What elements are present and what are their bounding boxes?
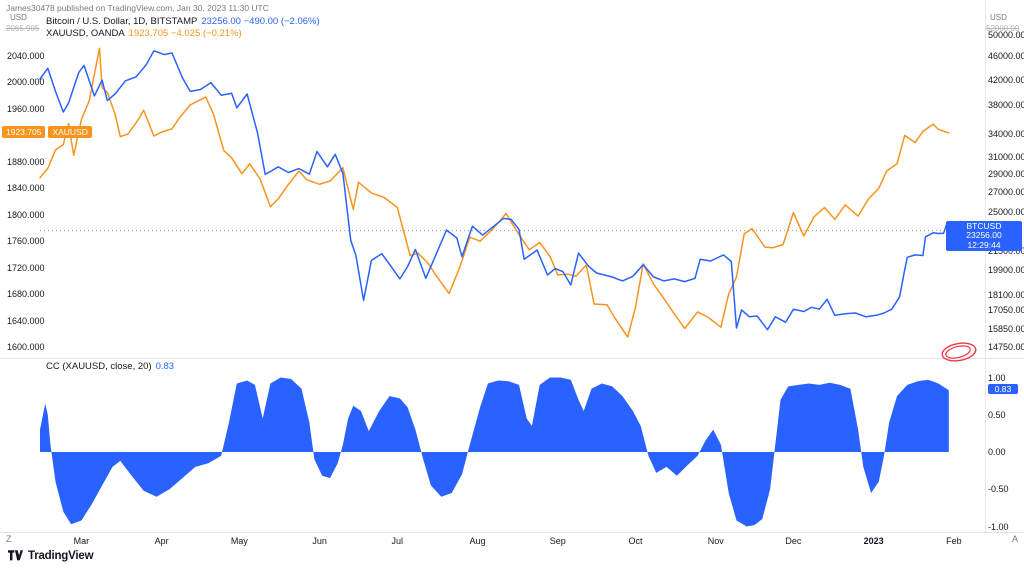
correlation-area-series [40,377,949,527]
left-price-scale[interactable]: 2040.0002000.0001960.0001920.0001880.000… [7,0,45,532]
x-axis-tick-label: Sep [549,536,566,546]
cc-value-badge: 0.83 [988,384,1018,395]
left-axis-tick-label: 1800.000 [7,209,45,220]
right-axis-tick-label: 29000.00 [988,169,1024,180]
left-scale-unit-label: USD [10,13,27,22]
bottom-right-hint: A [1012,534,1019,544]
right-axis-tick-label: 50000.00 [988,30,1024,40]
x-axis-tick-label: Apr [154,536,169,546]
btcusd-price-badge-line: BTCUSD 23256.00 [966,220,1002,241]
right-axis-tick-label: 46000.00 [988,51,1024,62]
btcusd-symbol-description[interactable]: Bitcoin / U.S. Dollar, 1D, BITSTAMP [46,16,198,27]
right-axis-tick-label: 25000.00 [988,207,1024,218]
red-circle-annotation [941,342,977,362]
x-axis-tick-label: Oct [628,536,643,546]
right-axis-tick-label: 27000.00 [988,187,1024,198]
cc-axis-tick-label: -1.00 [988,521,1009,532]
btcusd-line-series [39,50,950,331]
xauusd-price-badge: 1923.705 [2,126,46,139]
cc-axis-tick-label: 0.00 [988,447,1006,457]
tradingview-logo-icon [8,550,23,561]
right-axis-tick-label: 14750.00 [988,342,1024,352]
xauusd-ohlc-values: 1923.705 −4.025 (−0.21%) [128,27,242,39]
left-scale-top-struck-value: 2065.905 [6,24,40,33]
left-axis-tick-label: 1840.000 [7,183,45,194]
x-axis-tick-label: Aug [469,536,486,546]
x-axis-tick-label: Jul [391,536,404,546]
btcusd-candle-countdown: 12:29:44 [967,239,1001,250]
right-axis-tick-label: 31000.00 [988,152,1024,163]
bottom-left-hint: Z [6,534,12,544]
cc-axis-tick-label: 0.50 [988,409,1006,420]
right-scale-unit-label: USD [990,13,1007,22]
x-axis-tick-label: May [230,536,248,546]
left-axis-tick-label: 1760.000 [7,236,45,247]
published-attribution: James30478 published on TradingView.com,… [6,3,269,13]
xauusd-line-series [39,47,950,338]
right-axis-tick-label: 15850.00 [988,323,1024,334]
right-scale-top-struck-value: 52000.00 [986,24,1020,33]
x-axis-tick-label: Dec [785,536,802,546]
btcusd-ohlc-values: 23256.00 −490.00 (−2.06%) [201,16,320,27]
left-axis-tick-label: 1720.000 [7,262,45,273]
footer-brand[interactable]: TradingView [8,549,94,562]
legend-row-btcusd[interactable]: Bitcoin / U.S. Dollar, 1D, BITSTAMP 23256… [46,16,320,28]
cc-axis-tick-label: 1.00 [988,372,1006,383]
tradingview-wordmark: TradingView [28,549,94,562]
x-axis-tick-label: Mar [73,536,90,546]
right-axis-tick-label: 17050.00 [988,304,1024,315]
xauusd-symbol-tag: XAUUSD [48,126,92,139]
x-axis-tick-label: Feb [946,536,962,546]
left-axis-tick-label: 1960.000 [7,103,45,114]
left-axis-tick-label: 1640.000 [7,315,45,326]
left-axis-tick-label: 2040.000 [7,51,45,61]
left-axis-tick-label: 1680.000 [7,289,45,300]
xauusd-price-label-row: 1923.705 XAUUSD [2,126,92,139]
right-axis-tick-label: 18100.00 [988,289,1024,300]
cc-axis-tick-label: -0.50 [988,484,1009,495]
main-pane-legend: Bitcoin / U.S. Dollar, 1D, BITSTAMP 23256… [46,16,320,39]
correlation-pane-legend: CC (XAUUSD, close, 20) 0.83 [46,361,174,373]
left-axis-tick-label: 1880.000 [7,156,45,167]
x-axis-tick-label: Nov [707,536,724,546]
x-axis-tick-label: 2023 [863,536,884,546]
right-axis-tick-label: 34000.00 [988,128,1024,139]
right-price-scale[interactable]: 50000.00 46000.00 42000.00 38000.00 34000.00… [988,0,1024,532]
legend-row-xauusd[interactable]: XAUUSD, OANDA 1923.705 −4.025 (−0.21%) [46,28,320,40]
cc-indicator-title[interactable]: CC (XAUUSD, close, 20) [46,361,152,372]
right-axis-tick-label: 38000.00 [988,100,1024,111]
x-axis-tick-label: Jun [312,536,327,546]
cc-indicator-value: 0.83 [155,361,175,372]
left-axis-tick-label: 1600.000 [7,342,45,352]
right-axis-tick-label: 19900.00 [988,265,1024,276]
xauusd-symbol-description[interactable]: XAUUSD, OANDA [46,27,125,39]
left-axis-tick-label: 2000.000 [7,77,45,88]
btcusd-price-badge: BTCUSD 23256.00 12:29:44 [946,220,1022,252]
right-axis-tick-label: 42000.00 [988,74,1024,85]
